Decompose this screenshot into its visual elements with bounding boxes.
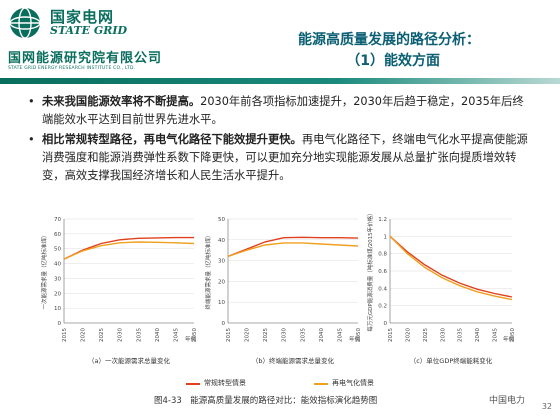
x-tick-label: 2020 [405, 328, 411, 342]
bullet-item: • 相比常规转型路径，再电气化路径下能效提升更快。再电气化路径下，终端电气化水平… [28, 131, 533, 185]
legend: 常规转型情景 再电气化情景 [186, 378, 426, 390]
x-tick-label: 2040 [319, 328, 325, 342]
bullet-dot-icon: • [28, 95, 35, 108]
slide-subtitle: （1）能效方面 [346, 53, 440, 69]
y-tick-label: 40 [218, 238, 225, 244]
x-tick-label: 2020 [245, 328, 251, 342]
y-tick-label: 0.6 [378, 269, 387, 275]
y-tick-label: 10 [218, 300, 225, 306]
x-tick-label: 2030 [440, 328, 446, 342]
y-tick-label: 50 [218, 217, 225, 223]
y-tick-label: 10 [54, 306, 61, 312]
x-tick-label: 2015 [388, 328, 394, 342]
logo-text-en: STATE GRID [50, 24, 128, 37]
y-tick-label: 60 [54, 232, 61, 238]
x-tick-label: 2050 [510, 328, 516, 342]
state-grid-logo-icon [9, 7, 41, 39]
y-tick-label: 0 [58, 321, 62, 327]
series-line-2 [227, 242, 359, 258]
x-tick-label: 2045 [337, 328, 343, 342]
institute-name-en: STATE GRID ENERGY RESEARCH INSTITUTE CO.… [8, 66, 136, 71]
y-tick-label: 20 [218, 279, 225, 285]
y-axis-label: 每万元GDP能源消费量（吨标准煤/2015年价格） [366, 213, 374, 332]
institute-name-cn: 国网能源研究院有限公司 [8, 51, 163, 66]
x-tick-label: 2025 [99, 328, 105, 342]
y-tick-label: 70 [54, 217, 61, 223]
x-tick-label: 2015 [226, 328, 232, 342]
series-line-1 [227, 236, 359, 258]
x-unit-label: 年份 [503, 335, 515, 343]
x-tick-label: 2050 [356, 328, 362, 342]
bullet-heading: 相比常规转型路径，再电气化路径下能效提升更快。 [42, 133, 302, 146]
series-line-1 [63, 236, 194, 260]
legend-swatch [314, 383, 328, 385]
x-tick-label: 2040 [155, 328, 161, 342]
y-axis-label: 一次能源需求量（亿吨标准煤） [40, 232, 48, 309]
y-tick-label: 0.8 [378, 252, 387, 258]
y-tick-label: 0.2 [378, 304, 387, 310]
header-band [0, 78, 560, 84]
bullet-item: • 未来我国能源效率将不断提高。2030年前各项指标加速提升，2030年后趋于稳… [28, 93, 533, 129]
bullet-text: 2030年前各项指标加速提升，2030年后趋于稳定，2035年后终端能效水平达到… [42, 95, 524, 126]
logo-text-cn: 国家电网 [50, 8, 115, 26]
figure-caption: 图4-33 能源高质量发展的路径对比：能效指标演化趋势图 [154, 396, 378, 406]
y-tick-label: 1 [384, 234, 388, 240]
x-tick-label: 2015 [62, 328, 68, 342]
y-tick-label: 1.2 [378, 217, 387, 223]
legend-label: 常规转型情景 [204, 379, 246, 387]
x-tick-label: 2025 [263, 328, 269, 342]
x-tick-label: 2020 [81, 328, 87, 342]
x-tick-label: 2035 [136, 328, 142, 342]
watermark: 中国电力 [489, 396, 526, 406]
bullet-text: 再电气化路径下，终端电气化水平提高使能源消费强度和能源消费弹性系数下降更快，可以… [42, 133, 528, 182]
x-tick-label: 2035 [458, 328, 464, 342]
x-tick-label: 2040 [475, 328, 481, 342]
y-axis-label: 终端能源需求量（亿吨标准煤） [204, 232, 212, 309]
series-line-1 [389, 235, 513, 298]
legend-label: 再电气化情景 [332, 379, 374, 387]
x-tick-label: 2045 [493, 328, 499, 342]
bullet-heading: 未来我国能源效率将不断提高。 [42, 95, 201, 108]
y-tick-label: 20 [54, 291, 61, 297]
y-tick-label: 0 [222, 321, 226, 327]
figure: 0 10 20 30 40 50 60 70 2015 2020 2025 2030 2035 2040 2… [38, 213, 526, 408]
chart-subtitle: （a）一次能源需求总量变化 [88, 356, 170, 365]
slide-title: 能源高质量发展的路径分析： [298, 32, 480, 48]
y-tick-label: 50 [54, 247, 61, 253]
chart-subtitle: （c）单位GDP终端能耗变化 [410, 356, 493, 365]
x-unit-label: 年份 [349, 335, 361, 343]
y-tick-label: 40 [54, 262, 61, 268]
series-line-2 [63, 241, 195, 260]
y-tick-label: 0.4 [378, 286, 387, 292]
bullet-list: • 未来我国能源效率将不断提高。2030年前各项指标加速提升，2030年后趋于稳… [28, 93, 533, 187]
page-number: 32 [541, 402, 552, 411]
x-tick-label: 2045 [173, 328, 179, 342]
bullet-dot-icon: • [28, 133, 35, 146]
x-tick-label: 2030 [118, 328, 124, 342]
x-tick-label: 2030 [282, 328, 288, 342]
y-tick-label: 0 [384, 321, 388, 327]
y-tick-label: 30 [54, 276, 61, 282]
y-tick-label: 30 [218, 259, 225, 265]
series-line-2 [389, 235, 513, 301]
chart-subtitle: （b）终端能源需求总量变化 [252, 356, 335, 365]
x-tick-label: 2025 [423, 328, 429, 342]
x-tick-label: 2035 [300, 328, 306, 342]
x-unit-label: 年份 [185, 335, 197, 343]
header: 国家电网 STATE GRID 国网能源研究院有限公司 STATE GRID E… [0, 0, 560, 86]
legend-swatch [186, 383, 200, 385]
x-tick-label: 2050 [192, 328, 198, 342]
